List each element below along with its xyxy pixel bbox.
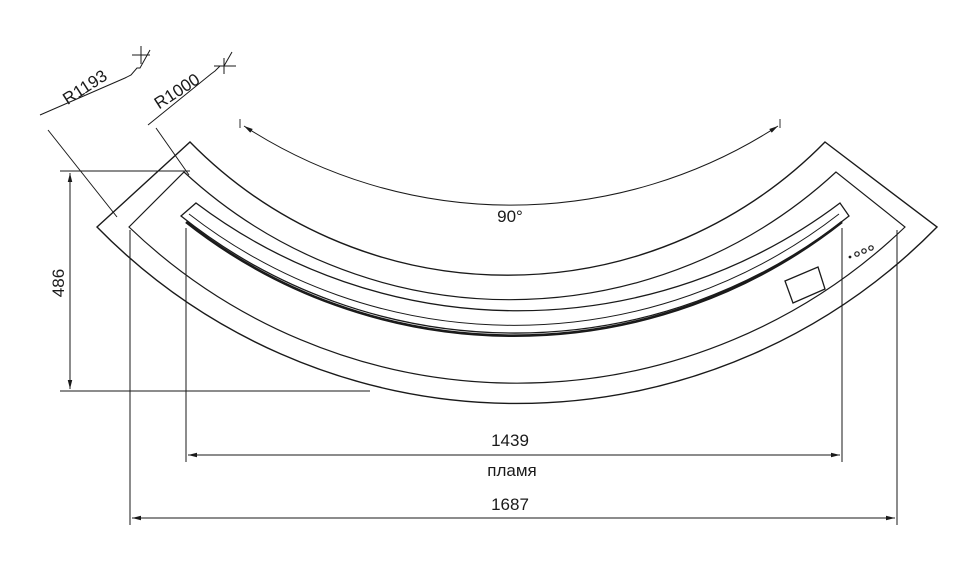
- control-indicator-dot: [848, 255, 852, 259]
- radius-inner-leader: [147, 51, 233, 126]
- radius-extension-1: [47, 129, 118, 218]
- radius-outer-tick: [132, 46, 150, 64]
- flame-caption: пламя: [487, 461, 536, 480]
- total-width-label: 1687: [491, 495, 529, 514]
- radius-inner-label: R1000: [151, 70, 203, 113]
- control-panel-window: [784, 266, 826, 304]
- burner-outer-body: [95, 141, 939, 405]
- depth-dimension-label: 486: [49, 269, 68, 297]
- burner-inner-panel: [128, 171, 906, 384]
- angle-dimension-label: 90°: [497, 207, 523, 226]
- flame-width-label: 1439: [491, 431, 529, 450]
- radius-outer-leader: [39, 49, 151, 116]
- flame-slot-inner: [185, 220, 843, 337]
- flame-slot-line: [188, 213, 840, 326]
- control-button-icon: [868, 245, 874, 251]
- control-buttons: [854, 245, 874, 257]
- control-button-icon: [861, 248, 867, 254]
- angle-dimension-arc: [243, 125, 779, 206]
- radius-extension-2: [155, 127, 190, 176]
- flame-slot-outer: [179, 202, 850, 334]
- control-button-icon: [854, 251, 860, 257]
- radius-inner-tick: [214, 58, 236, 74]
